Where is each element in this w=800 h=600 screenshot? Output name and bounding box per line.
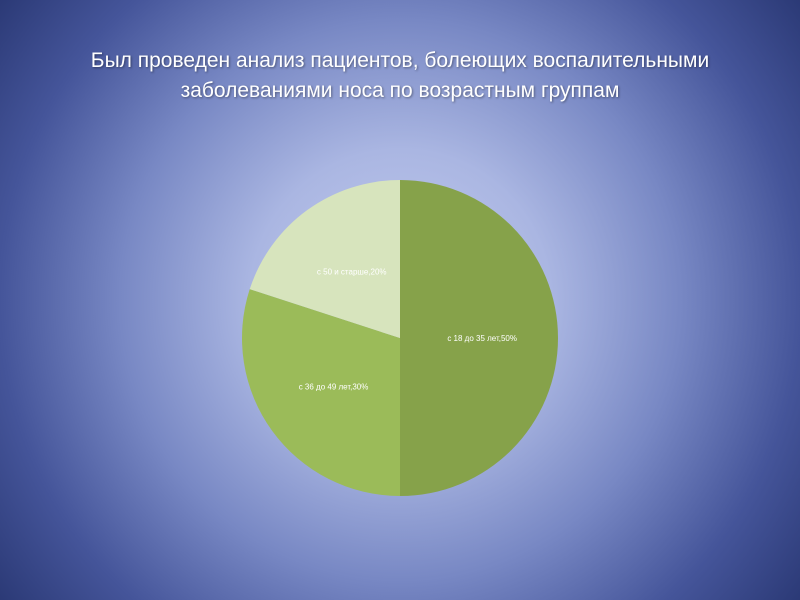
slice-label: с 18 до 35 лет,50% — [447, 334, 517, 343]
slice-label: с 50 и старше,20% — [317, 268, 387, 277]
pie-slice — [249, 180, 400, 338]
slice-label: с 36 до 49 лет,30% — [299, 382, 369, 391]
pie-slice — [400, 180, 558, 496]
chart-title: Был проведен анализ пациентов, болеющих … — [0, 46, 800, 106]
pie-slice — [241, 289, 400, 496]
title-line-2: заболеваниями носа по возрастным группам — [180, 79, 620, 102]
title-line-1: Был проведен анализ пациентов, болеющих … — [90, 49, 710, 72]
